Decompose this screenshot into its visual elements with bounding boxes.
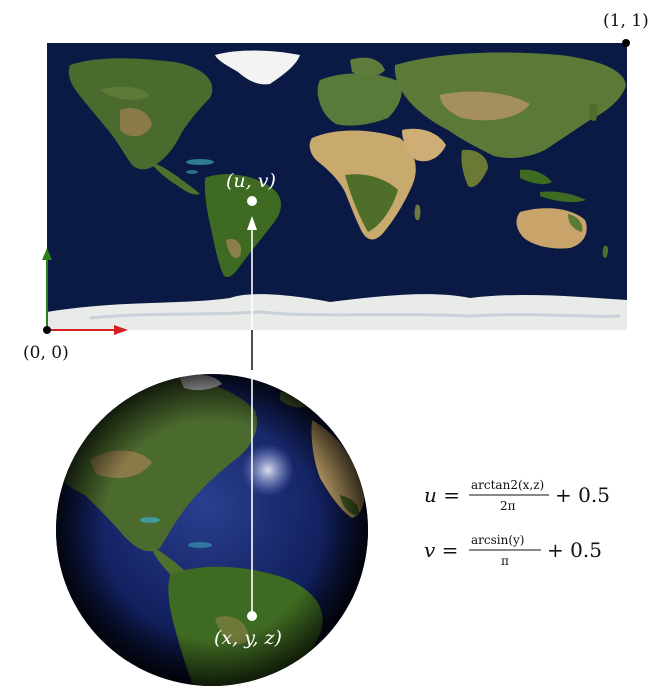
v-equation-lhs: v =	[424, 538, 458, 562]
u-equation-numerator: arctan2(x,z)	[471, 478, 544, 492]
world-map	[47, 43, 627, 330]
corner-label-top-right: (1, 1)	[603, 11, 649, 31]
y-axis-arrowhead	[42, 248, 52, 260]
origin-point	[43, 326, 51, 334]
globe-specular	[242, 444, 294, 496]
arabia	[402, 128, 446, 162]
uv-label: (u, v)	[226, 170, 276, 192]
u-equation-lhs: u =	[424, 483, 460, 507]
x-axis-arrowhead	[114, 325, 128, 335]
v-equation: v = arcsin(y) π + 0.5	[424, 533, 602, 568]
v-equation-denominator: π	[501, 554, 509, 568]
globe	[56, 374, 368, 686]
mapping-arrowhead	[247, 216, 257, 230]
u-equation-denominator: 2π	[500, 499, 516, 513]
xyz-label: (x, y, z)	[214, 627, 282, 649]
xyz-point	[247, 611, 257, 621]
v-equation-numerator: arcsin(y)	[471, 533, 524, 547]
map-axes	[42, 39, 630, 335]
mapping-arrow	[247, 196, 257, 621]
v-equation-rhs: + 0.5	[547, 538, 602, 562]
globe-edge-shade	[56, 374, 368, 686]
corner-label-bottom-left: (0, 0)	[23, 343, 69, 363]
europe	[317, 73, 402, 126]
greenland	[215, 50, 300, 85]
corner-point	[622, 39, 630, 47]
central-america	[148, 160, 200, 195]
antarctica	[47, 294, 627, 330]
u-equation: u = arctan2(x,z) 2π + 0.5	[424, 478, 610, 513]
south-america	[204, 174, 282, 278]
u-equation-rhs: + 0.5	[555, 483, 610, 507]
uv-point	[247, 196, 257, 206]
